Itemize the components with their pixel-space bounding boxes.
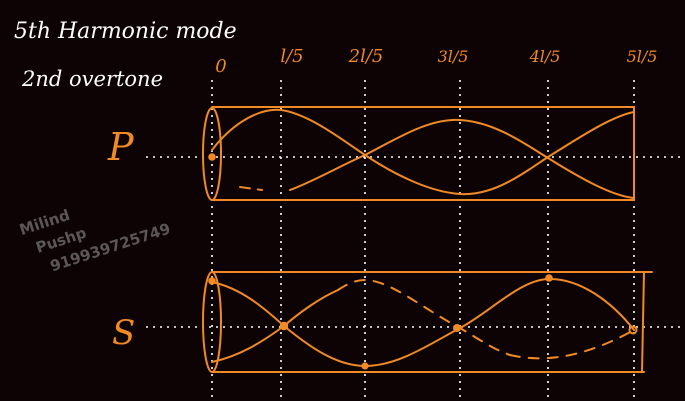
- row-label-s: S: [112, 313, 135, 353]
- pipe-s-end-ring: [628, 325, 638, 335]
- pipe-p-node-dot: [208, 153, 216, 161]
- tick-label-2: 2l/5: [348, 46, 384, 67]
- watermark: Milind Pushp 919939725749: [17, 206, 172, 275]
- horizontal-axes: [146, 156, 680, 328]
- pipe-p-outline: [211, 106, 635, 201]
- pipe-s-outline: [211, 271, 653, 373]
- tick-label-0: 0: [215, 56, 226, 77]
- pipe-s-dots: [208, 274, 553, 370]
- row-label-p: P: [107, 125, 135, 169]
- pipe-p-wave-b: [289, 118, 635, 199]
- tick-label-3: 3l/5: [438, 47, 469, 66]
- pipe-p-mouth: [202, 107, 222, 201]
- pipe-s-wave-b-end: [509, 329, 635, 360]
- pipe-s-mouth: [202, 271, 222, 373]
- tick-labels: 0 l/5 2l/5 3l/5 4l/5 5l/5: [215, 46, 657, 77]
- pipe-s-dot-1: [279, 321, 289, 331]
- tick-label-4: 4l/5: [529, 47, 561, 66]
- vertical-guides: [211, 80, 635, 401]
- tick-label-1: l/5: [280, 46, 303, 67]
- pipe-s: [202, 271, 653, 373]
- pipe-s-wave-a: [211, 277, 635, 368]
- pipe-s-wave-b-dashed: [337, 278, 511, 356]
- pipe-s-dot-0: [208, 277, 216, 285]
- pipe-s-dot-2: [361, 362, 369, 370]
- pipe-s-dot-4: [545, 274, 553, 282]
- mode-title: 5th Harmonic mode: [14, 19, 237, 44]
- pipe-p-wave-b-dashed: [239, 186, 263, 191]
- tick-label-5: 5l/5: [627, 47, 658, 66]
- pipe-p-wave-a: [211, 108, 635, 196]
- overtone-title: 2nd overtone: [21, 67, 163, 91]
- pipe-p: [202, 106, 635, 201]
- pipe-s-dot-3: [453, 324, 461, 332]
